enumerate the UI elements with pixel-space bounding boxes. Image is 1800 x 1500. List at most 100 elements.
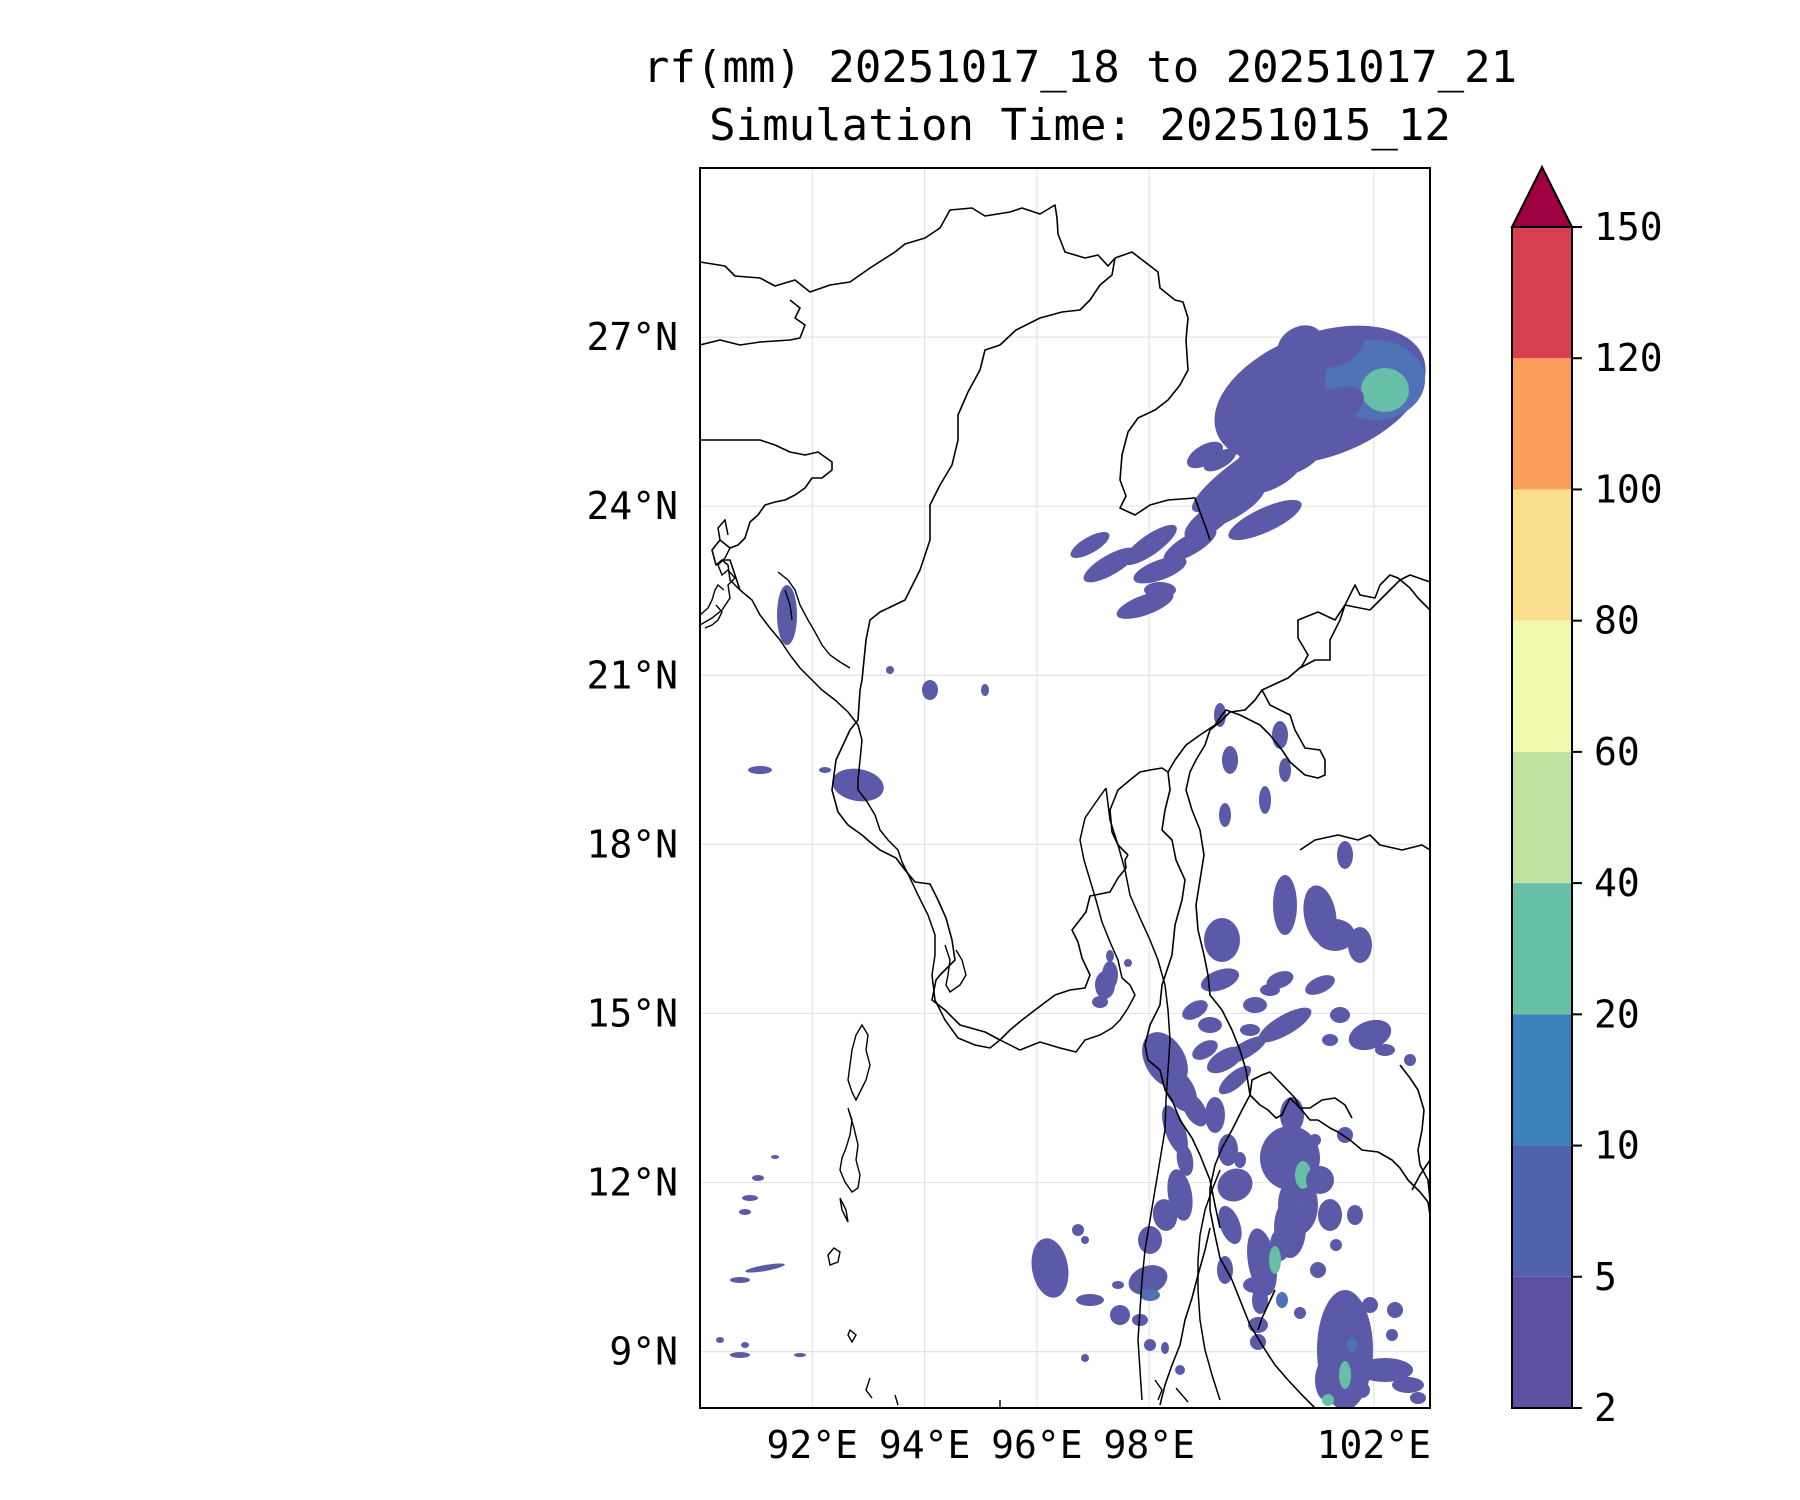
precip-patch — [1309, 1134, 1321, 1146]
lon-label: 92°E — [767, 1423, 859, 1467]
andaman-islands — [827, 1023, 1189, 1406]
precip-patch — [1161, 1342, 1169, 1354]
precip-patch — [1269, 1246, 1281, 1274]
colorbar-tick-label: 5 — [1594, 1255, 1617, 1299]
colorbar-tick-label: 60 — [1594, 730, 1640, 774]
map-frame — [699, 167, 1431, 1409]
precip-patch — [1277, 325, 1323, 365]
precip-patch — [1330, 1007, 1350, 1023]
precip-patch — [1222, 746, 1238, 774]
precip-patch — [1387, 1302, 1403, 1318]
precip-patch — [1279, 758, 1291, 782]
precip-patch — [1272, 721, 1288, 749]
precip-patch — [1276, 1292, 1288, 1308]
precip-patch — [1294, 1307, 1306, 1319]
colorbar-frame — [1511, 226, 1573, 1409]
colorbar-bin — [1512, 1145, 1572, 1277]
precip-patch — [1273, 875, 1297, 935]
precip-patch — [922, 680, 938, 700]
precip-patch — [1072, 1224, 1084, 1236]
precip-patch — [1332, 1310, 1348, 1330]
colorbar-bin — [1512, 883, 1572, 1015]
latitude-labels: 27°N 24°N 21°N 18°N 15°N 12°N 9°N — [586, 315, 678, 1374]
lon-label: 102°E — [1317, 1423, 1431, 1467]
precip-patch — [739, 1209, 751, 1215]
lat-label: 27°N — [586, 315, 678, 359]
precip-patch — [716, 1337, 724, 1343]
precip-patch — [1322, 1394, 1334, 1406]
precip-patch — [1191, 427, 1309, 513]
lat-label: 9°N — [609, 1330, 678, 1374]
precip-patch — [1182, 1000, 1208, 1020]
precip-patch — [1102, 961, 1118, 989]
precip-patch — [1357, 1358, 1413, 1382]
precip-patch — [1315, 1360, 1335, 1400]
colorbar-bin — [1512, 1276, 1572, 1408]
precip-patch — [1362, 1297, 1378, 1313]
colorbar-bin — [1512, 1014, 1572, 1146]
precip-patch — [1081, 1354, 1089, 1362]
precip-patch — [1081, 1236, 1089, 1244]
longitude-labels: 92°E 94°E 96°E 98°E 102°E — [767, 1423, 1431, 1467]
precip-patch — [730, 1277, 750, 1283]
precip-patch — [1318, 1199, 1342, 1231]
colorbar-bin — [1512, 620, 1572, 752]
precip-patch — [1234, 1152, 1246, 1168]
precip-patch — [1354, 1382, 1370, 1398]
precip-patch — [1182, 1093, 1208, 1127]
lon-label: 94°E — [879, 1423, 971, 1467]
precip-patch — [1322, 1034, 1338, 1046]
precip-patch — [1350, 1316, 1370, 1344]
precip-patch — [1116, 591, 1174, 619]
lat-label: 12°N — [586, 1161, 678, 1205]
precip-patch — [1140, 1289, 1160, 1301]
precip-patch — [819, 767, 831, 773]
precip-patch — [1184, 500, 1236, 540]
colorbar-tick-label: 40 — [1594, 861, 1640, 905]
precip-patch — [1243, 997, 1267, 1013]
precip-patch — [1386, 1329, 1398, 1341]
precip-patch — [1218, 1065, 1252, 1095]
country-borders — [700, 204, 1430, 1408]
precip-patch — [1128, 1265, 1168, 1295]
precipitation-layer — [716, 325, 1426, 1408]
precip-patch — [1175, 1365, 1185, 1375]
colorbar-tick-label: 20 — [1594, 992, 1640, 1036]
precip-patch — [1305, 975, 1335, 995]
precip-patch — [742, 1195, 758, 1201]
precip-patch — [1337, 841, 1353, 869]
lon-label: 96°E — [991, 1423, 1083, 1467]
precip-patch — [1310, 1262, 1326, 1278]
precip-patch — [1204, 918, 1240, 962]
colorbar-bin — [1512, 358, 1572, 490]
precip-patch — [1306, 1166, 1334, 1194]
precip-patch — [1410, 1392, 1426, 1404]
precip-patch — [1123, 524, 1177, 566]
precip-patch — [741, 1342, 749, 1348]
delta-coastline — [700, 547, 1001, 1408]
precip-patch — [1218, 1205, 1242, 1245]
precip-patch — [1276, 444, 1324, 476]
colorbar-tick-label: 120 — [1594, 336, 1663, 380]
lat-label: 18°N — [586, 822, 678, 866]
precip-patch — [1205, 1097, 1225, 1133]
precip-patch — [1243, 1277, 1267, 1293]
precip-patch — [981, 684, 989, 696]
precip-patch — [1259, 786, 1271, 814]
precip-patch — [1228, 499, 1302, 541]
precip-patch — [1252, 1286, 1268, 1314]
precip-patch — [1392, 1377, 1424, 1393]
precip-patch — [745, 1263, 785, 1273]
coastline — [717, 518, 1221, 1401]
precip-patch — [1339, 1361, 1351, 1389]
precip-patch — [1203, 448, 1237, 472]
precip-patch — [1258, 1007, 1312, 1043]
precip-patch — [1315, 919, 1355, 951]
precip-patch — [752, 1175, 764, 1181]
colorbar: 2 5 10 20 40 60 80 100 120 150 — [1510, 164, 1663, 1430]
precip-patch — [1221, 378, 1299, 422]
precip-patch — [730, 1352, 750, 1358]
precip-patch — [1348, 927, 1372, 963]
colorbar-tick-label: 10 — [1594, 1124, 1640, 1168]
